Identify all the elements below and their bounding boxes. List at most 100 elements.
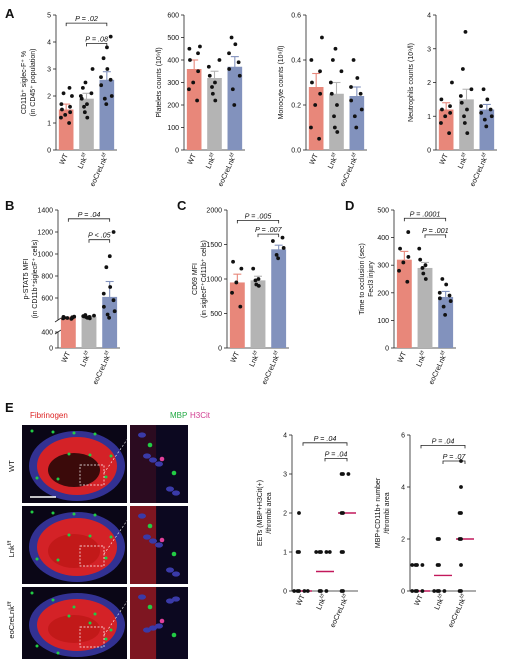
x-tick-label-wt: WT — [395, 350, 408, 364]
data-point — [410, 589, 415, 593]
data-point — [297, 511, 301, 515]
data-point — [107, 315, 112, 320]
data-point — [196, 51, 200, 56]
p-value-label: P = .08 — [85, 34, 108, 43]
nucleus — [166, 486, 174, 492]
y-tick-label: 0.4 — [291, 58, 301, 65]
bar-wt — [229, 282, 245, 348]
x-tick-label-lnk: Lnkf/f — [414, 349, 429, 368]
data-point — [346, 472, 351, 476]
data-point — [354, 125, 359, 130]
data-point — [439, 97, 444, 102]
y-tick-label: 300 — [167, 80, 179, 87]
data-point — [420, 589, 425, 593]
data-point — [339, 511, 344, 515]
data-point — [418, 257, 423, 262]
data-point — [423, 263, 428, 268]
data-point — [61, 315, 66, 319]
mbp-signal — [109, 535, 113, 539]
y-tick-label: 0.0 — [291, 148, 301, 155]
data-point — [335, 103, 339, 107]
data-point — [332, 125, 337, 130]
data-point — [440, 277, 445, 281]
y-axis-label-secondary: (in siglecF⁺Cd11b⁺ cells) — [201, 240, 208, 318]
data-point — [330, 58, 335, 62]
data-point — [457, 589, 462, 593]
data-point — [435, 589, 440, 593]
data-point — [99, 83, 104, 88]
data-point — [317, 136, 321, 141]
y-tick-label: 0 — [47, 148, 51, 155]
x-tick-label-lnk: Lnkf/f — [325, 151, 340, 170]
significance-bracket — [420, 445, 466, 449]
data-point — [481, 87, 486, 92]
data-point — [87, 315, 92, 319]
significance-bracket — [67, 218, 111, 222]
chart-d: 0 100 200 300 400 500 Time to occlusion (sec) F… — [359, 208, 456, 386]
data-point — [187, 87, 191, 92]
y-tick-label: 1 — [47, 121, 51, 128]
y-axis-label-secondary: /thrombi area — [384, 492, 391, 533]
mbp-signal — [72, 512, 76, 516]
p-value-label: P = .07 — [443, 452, 467, 461]
x-tick-label-eocrelnk: eoCreLnkf/f — [446, 592, 469, 628]
x-tick-label-wt: WT — [59, 350, 72, 364]
data-point — [68, 110, 73, 115]
inset-box — [79, 626, 105, 648]
data-point — [70, 94, 74, 98]
y-tick-label: 1500 — [206, 242, 222, 249]
data-point — [195, 98, 199, 103]
zoom-fibrinogen — [130, 425, 157, 503]
data-point — [236, 60, 241, 65]
x-tick-label-wt: WT — [57, 152, 70, 166]
y-tick-label: 500 — [377, 208, 389, 215]
data-point — [397, 268, 401, 273]
y-axis-label: p-STAT5 MFI — [23, 258, 30, 299]
y-tick-label: 100 — [377, 318, 389, 325]
y-axis-label: Monocyte counts (10⁹/l) — [278, 46, 285, 120]
data-point — [238, 304, 243, 309]
data-point — [61, 91, 66, 96]
data-point — [206, 64, 211, 69]
significance-bracket — [424, 234, 447, 238]
data-point — [351, 58, 356, 62]
data-point — [85, 115, 90, 120]
data-point — [280, 235, 285, 240]
y-tick-label: 4 — [47, 40, 51, 47]
data-point — [314, 550, 319, 554]
y-tick-label: 4 — [283, 433, 287, 440]
data-point — [104, 102, 109, 106]
data-point — [329, 91, 334, 96]
y-tick-label: 0 — [283, 589, 287, 596]
y-tick-label: 0 — [401, 589, 405, 596]
x-tick-label-eocrelnk: eoCreLnkf/f — [468, 151, 491, 187]
chart-e1: 0 1 2 3 4 EETs (MBP+H3Cit(+)/thrombi area WT Ln… — [257, 433, 358, 629]
y-axis-label: Neutrophils counts (10⁹/l) — [408, 43, 415, 122]
mbp-signal — [88, 453, 92, 457]
data-point — [237, 73, 242, 78]
y-axis-label-secondary: /thrombi area — [266, 492, 273, 533]
mbp-signal — [104, 556, 108, 560]
data-point — [108, 285, 113, 289]
eet-signal — [147, 604, 153, 610]
y-axis-label-secondary: (in CD11b⁺siglecF⁺ cells) — [32, 240, 39, 319]
y-tick-label: 600 — [167, 13, 179, 20]
y-tick-label: 400 — [41, 330, 53, 337]
data-point — [421, 271, 426, 276]
data-point — [318, 69, 322, 74]
thrombus-core — [48, 534, 100, 568]
data-point — [67, 121, 71, 125]
data-point — [332, 114, 336, 119]
data-point — [359, 107, 364, 112]
data-point — [191, 80, 196, 85]
y-tick-label: 5 — [47, 13, 51, 20]
x-tick-label-lnk: Lnkf/f — [314, 592, 329, 611]
data-point — [420, 266, 425, 270]
y-axis-label-secondary: (in CD45⁺ population) — [30, 49, 37, 117]
bar-lnk — [329, 93, 344, 150]
y-tick-label: 3 — [283, 472, 287, 479]
data-point — [435, 563, 440, 567]
data-point — [295, 589, 300, 593]
data-point — [60, 107, 64, 112]
y-tick-label: 300 — [377, 263, 389, 270]
